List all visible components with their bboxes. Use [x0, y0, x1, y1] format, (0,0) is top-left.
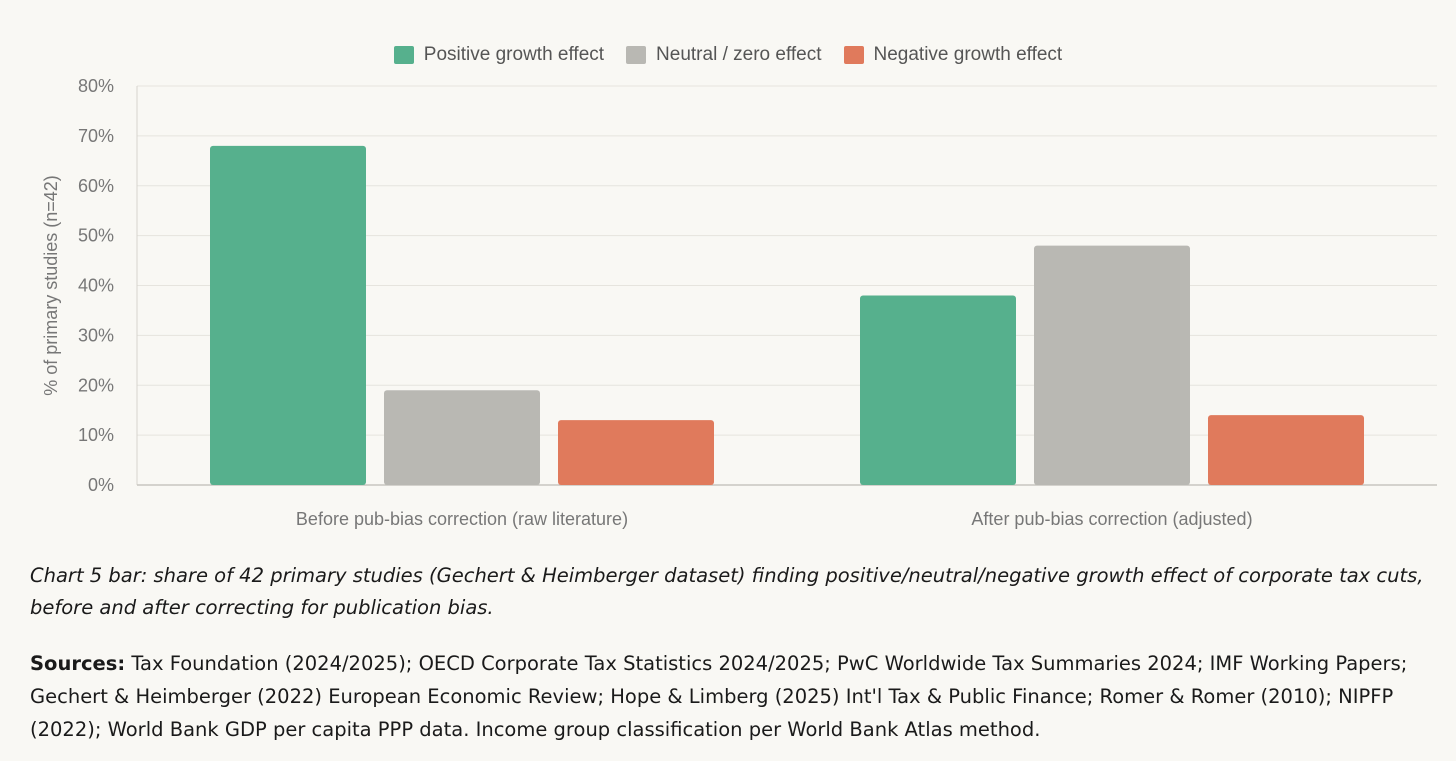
bar-neutral-zero-effect [1034, 245, 1190, 485]
legend-swatch-negative [843, 46, 864, 64]
x-tick-label: Before pub-bias correction (raw literatu… [296, 509, 628, 529]
bar-chart: 0% 10% 20% 30% 40% 50% 60% 70% 80% % of primary s… [41, 76, 1437, 529]
bar-positive-growth-effect [860, 295, 1016, 485]
sources-label: Sources: [30, 652, 126, 675]
sources-note: Sources: Tax Foundation (2024/2025); OEC… [30, 647, 1440, 746]
y-tick-label: 30% [78, 325, 114, 345]
bar-neutral-zero-effect [384, 390, 540, 485]
legend-item-neutral[interactable]: Neutral / zero effect [626, 44, 822, 66]
y-tick-label: 20% [78, 375, 114, 395]
legend-label-negative: Negative growth effect [873, 44, 1063, 65]
chart-caption: Chart 5 bar: share of 42 primary studies… [30, 564, 1424, 619]
y-tick-label: 60% [78, 176, 114, 196]
legend-label-neutral: Neutral / zero effect [656, 44, 822, 65]
y-tick-label: 70% [78, 126, 114, 146]
x-tick-label: After pub-bias correction (adjusted) [971, 509, 1252, 529]
legend-swatch-positive [393, 46, 414, 64]
y-tick-label: 40% [78, 276, 114, 296]
y-tick-label: 0% [88, 475, 114, 495]
legend-label-positive: Positive growth effect [423, 44, 605, 65]
bar-negative-growth-effect [558, 420, 714, 485]
legend-item-negative[interactable]: Negative growth effect [843, 44, 1063, 66]
sources-text: Tax Foundation (2024/2025); OECD Corpora… [30, 652, 1408, 741]
bar-negative-growth-effect [1208, 415, 1364, 485]
y-tick-label: 10% [78, 425, 114, 445]
y-tick-label: 80% [78, 76, 114, 96]
bar-positive-growth-effect [210, 145, 366, 485]
chart-legend: Positive growth effect Neutral / zero ef… [0, 44, 1456, 66]
y-tick-label: 50% [78, 226, 114, 246]
y-axis-label: % of primary studies (n=42) [41, 175, 61, 396]
legend-swatch-neutral [626, 46, 647, 64]
legend-item-positive[interactable]: Positive growth effect [393, 44, 605, 66]
